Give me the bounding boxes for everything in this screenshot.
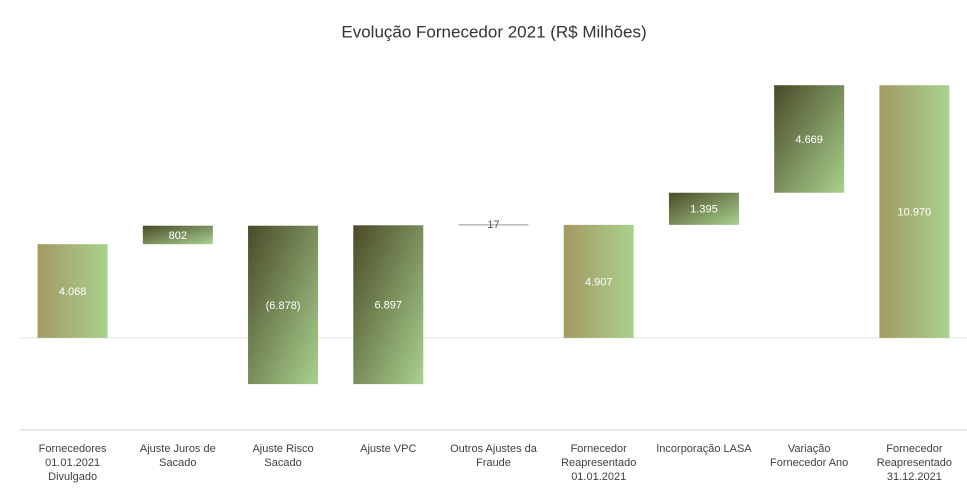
x-tick-label: Fornecedores 01.01.2021 Divulgado — [38, 443, 107, 483]
bar — [142, 225, 213, 245]
x-tick-label: Fornecedor Reapresentado 31.12.2021 — [876, 443, 952, 483]
value-label: 10.970 — [898, 206, 932, 218]
x-tick-label: Fornecedor Reapresentado 01.01.2021 — [561, 443, 637, 483]
value-label: 802 — [169, 230, 187, 242]
value-label: 1.395 — [690, 204, 718, 216]
bar — [879, 85, 950, 338]
value-label: (6.878) — [266, 300, 301, 312]
bar — [668, 192, 739, 225]
bar — [774, 85, 845, 193]
x-tick-label: Ajuste Juros de Sacado — [139, 443, 216, 469]
x-tick-label: Variação Fornecedor Ano — [770, 443, 849, 469]
value-label: 4.068 — [59, 286, 87, 298]
bar — [353, 225, 424, 385]
value-label: 4.907 — [585, 276, 613, 288]
value-label: 6.897 — [375, 300, 403, 312]
value-label: 17 — [487, 219, 499, 231]
x-tick-label: Incorporação LASA — [656, 443, 752, 455]
x-tick-label: Ajuste VPC — [360, 443, 417, 455]
bar — [37, 244, 108, 338]
bar — [248, 225, 319, 385]
value-label: 4.669 — [795, 134, 823, 146]
x-tick-label: Outros Ajustes da Fraude — [450, 443, 537, 469]
chart-title: Evolução Fornecedor 2021 (R$ Milhões) — [341, 22, 646, 41]
bar — [563, 224, 634, 338]
x-tick-label: Ajuste Risco Sacado — [252, 443, 314, 469]
